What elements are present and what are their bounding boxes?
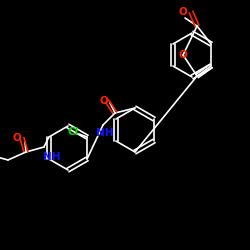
Text: NH: NH — [96, 128, 114, 138]
Text: O: O — [100, 96, 108, 106]
Text: O: O — [179, 50, 188, 60]
Text: Cl: Cl — [68, 127, 79, 137]
Text: O: O — [12, 133, 21, 143]
Text: NH: NH — [43, 152, 61, 162]
Text: O: O — [179, 7, 188, 17]
